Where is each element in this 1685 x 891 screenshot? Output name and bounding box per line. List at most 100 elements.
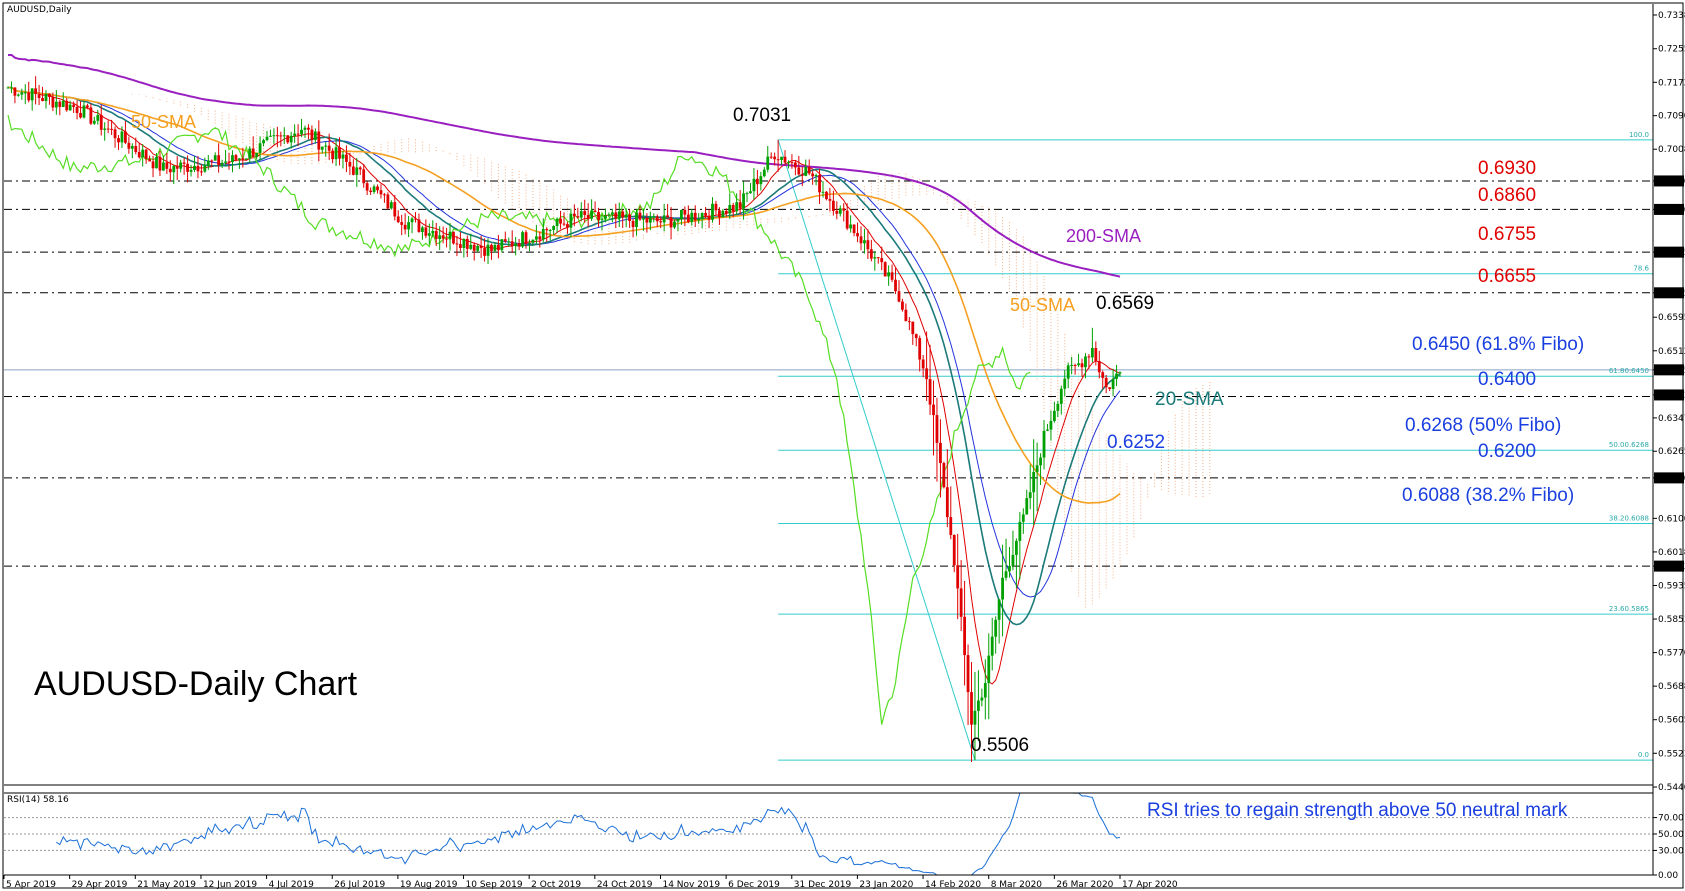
candle [1087,354,1091,369]
candle-body [638,212,642,220]
candle [320,146,324,154]
candle-body [320,146,324,150]
candle-body [1035,465,1039,472]
candle [876,256,880,264]
candle [244,158,248,160]
candle-body [237,158,241,160]
candle-body [811,173,815,177]
candle [158,150,162,176]
candle-body [172,165,176,173]
candle [590,199,594,221]
candle [37,84,41,105]
candle-body [945,487,949,518]
candle-body [690,212,694,223]
candle-body [821,191,825,193]
candle-body [414,218,417,220]
candle-body [445,238,448,240]
rsi-y-tick-label: 50.00 [1658,830,1684,840]
candle-body [182,162,186,164]
fib-61.8-annotation: 0.6450 (61.8% Fibo) [1412,334,1584,355]
candle-body [521,232,524,247]
candle-body [483,248,486,256]
candle-body [977,700,980,711]
candle [348,152,352,175]
candle [445,227,448,248]
candle [724,208,728,217]
candle [44,90,48,109]
candle [749,182,752,194]
candle-body [486,244,490,256]
candle [1042,419,1046,470]
candle [483,238,486,262]
candle [652,213,656,223]
candle [99,104,103,136]
candle [890,264,894,283]
candle-body [994,619,998,637]
candle [690,208,694,226]
candle-body [1008,565,1011,572]
candle-body [700,213,704,220]
candle [241,147,245,168]
candle [1066,362,1070,389]
candle-body [379,190,383,195]
candle-body [959,588,963,617]
x-tick-label: 24 Oct 2019 [597,880,653,890]
candle-body [407,222,410,230]
y-tick-highlight [1654,203,1684,215]
candle [983,659,987,720]
candle-body [787,162,790,164]
candle [1035,442,1039,512]
y-tick-label: 0.64039 [1658,391,1685,401]
candle [821,181,825,198]
candle [317,120,321,162]
candle-body [987,655,991,684]
candle [997,599,1001,644]
candle [458,232,462,252]
candle [959,560,963,632]
candle [793,160,797,176]
candle-body [538,236,542,240]
candle [255,152,259,160]
candle-body [721,210,725,218]
candle-body [534,236,538,240]
x-tick-label: 4 Jul 2019 [269,880,314,890]
candle [293,124,297,143]
candle [372,184,376,194]
candle-body [151,161,155,169]
candle [728,193,732,219]
x-tick-label: 14 Nov 2019 [662,880,720,890]
candle [441,226,445,244]
candle-body [631,220,635,228]
candle-body [262,140,265,144]
candle-body [1059,388,1063,404]
x-tick-label: 17 Apr 2020 [1122,880,1178,890]
candle [130,143,134,159]
candle [193,156,196,173]
candle [780,156,783,166]
candle-body [234,155,238,160]
candle [23,84,27,105]
candle-body [780,156,783,160]
candle-body [807,166,811,174]
candle-body [711,203,714,220]
candle-body [317,131,321,150]
candle [265,130,269,142]
candle [597,207,600,227]
level-0.6655-label: 0.6655 [1478,266,1536,287]
candle [825,190,828,201]
annotation-low: 0.5506 [971,735,1029,756]
candle [51,92,55,112]
candle-body [165,162,169,169]
candle [27,81,31,103]
candle [980,688,984,707]
candle [1108,387,1112,392]
candle [721,209,725,218]
y-tick-label: 0.58530 [1658,615,1685,625]
fib-level-label: 78.6 [1633,265,1649,273]
y-tick-label: 0.70905 [1658,112,1685,122]
candle [904,303,908,322]
candle-body [113,129,117,139]
candle-body [99,114,103,130]
